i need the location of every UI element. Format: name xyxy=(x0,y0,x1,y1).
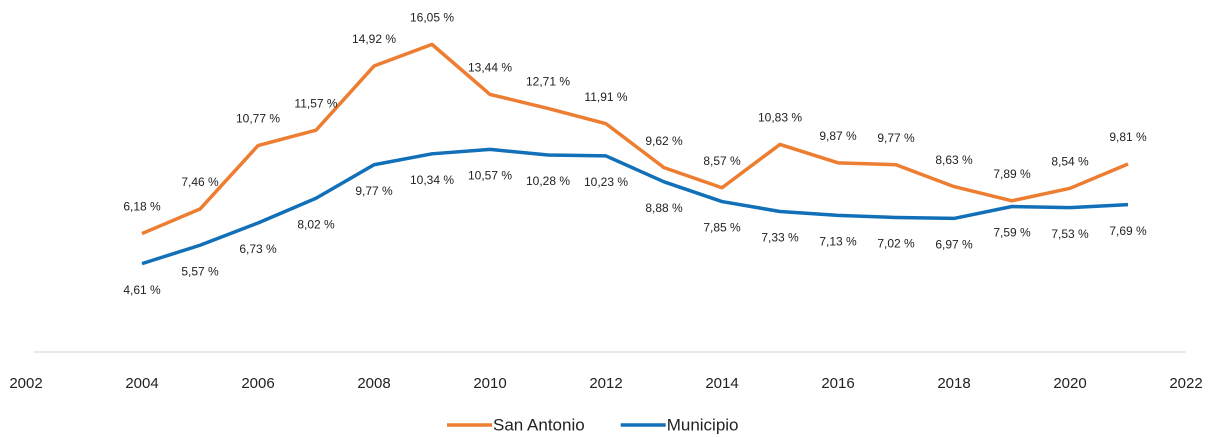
x-tick-label: 2008 xyxy=(357,375,390,392)
value-label: 5,57 % xyxy=(181,264,219,278)
value-label: 9,77 % xyxy=(877,131,915,145)
value-label: 7,33 % xyxy=(761,231,799,245)
value-label: 10,23 % xyxy=(584,175,628,189)
x-tick-label: 2022 xyxy=(1169,375,1202,392)
value-label: 9,62 % xyxy=(645,134,683,148)
x-tick-label: 2018 xyxy=(937,375,970,392)
value-label: 6,18 % xyxy=(123,200,161,214)
value-label: 7,46 % xyxy=(181,175,219,189)
value-label: 14,92 % xyxy=(352,32,396,46)
value-label: 7,59 % xyxy=(993,226,1031,240)
value-label: 7,53 % xyxy=(1051,227,1089,241)
x-tick-label: 2012 xyxy=(589,375,622,392)
value-label: 8,88 % xyxy=(645,201,683,215)
value-label: 11,91 % xyxy=(584,90,627,104)
value-label: 7,69 % xyxy=(1109,224,1147,238)
x-tick-label: 2020 xyxy=(1053,375,1086,392)
value-label: 7,13 % xyxy=(819,235,857,249)
value-label: 4,61 % xyxy=(123,283,161,297)
value-label: 13,44 % xyxy=(468,61,512,75)
value-label: 12,71 % xyxy=(526,75,570,89)
x-tick-label: 2002 xyxy=(9,375,42,392)
value-label: 16,05 % xyxy=(410,11,454,25)
value-label: 8,54 % xyxy=(1051,154,1089,168)
value-label: 7,85 % xyxy=(703,221,741,235)
value-label: 10,28 % xyxy=(526,174,570,188)
legend-label: San Antonio xyxy=(493,415,585,434)
value-label: 10,83 % xyxy=(758,111,802,125)
value-label: 8,57 % xyxy=(703,154,741,168)
x-tick-label: 2010 xyxy=(473,375,506,392)
value-label: 6,97 % xyxy=(935,238,973,252)
value-label: 9,81 % xyxy=(1109,130,1147,144)
legend-label: Municipio xyxy=(667,415,739,434)
x-tick-label: 2014 xyxy=(705,375,738,392)
value-label: 7,89 % xyxy=(993,167,1031,181)
value-label: 8,02 % xyxy=(297,217,335,231)
value-label: 10,77 % xyxy=(236,112,280,126)
value-label: 10,57 % xyxy=(468,169,512,183)
series-line xyxy=(141,42,1129,236)
value-label: 7,02 % xyxy=(877,237,915,251)
x-tick-label: 2004 xyxy=(125,375,158,392)
value-label: 11,57 % xyxy=(294,96,337,110)
value-label: 8,63 % xyxy=(935,153,973,167)
series-line xyxy=(141,147,1129,266)
value-label: 6,73 % xyxy=(239,242,277,256)
x-tick-label: 2006 xyxy=(241,375,274,392)
value-label: 9,77 % xyxy=(355,184,393,198)
value-label: 9,87 % xyxy=(819,129,857,143)
value-label: 10,34 % xyxy=(410,173,454,187)
x-tick-label: 2016 xyxy=(821,375,854,392)
